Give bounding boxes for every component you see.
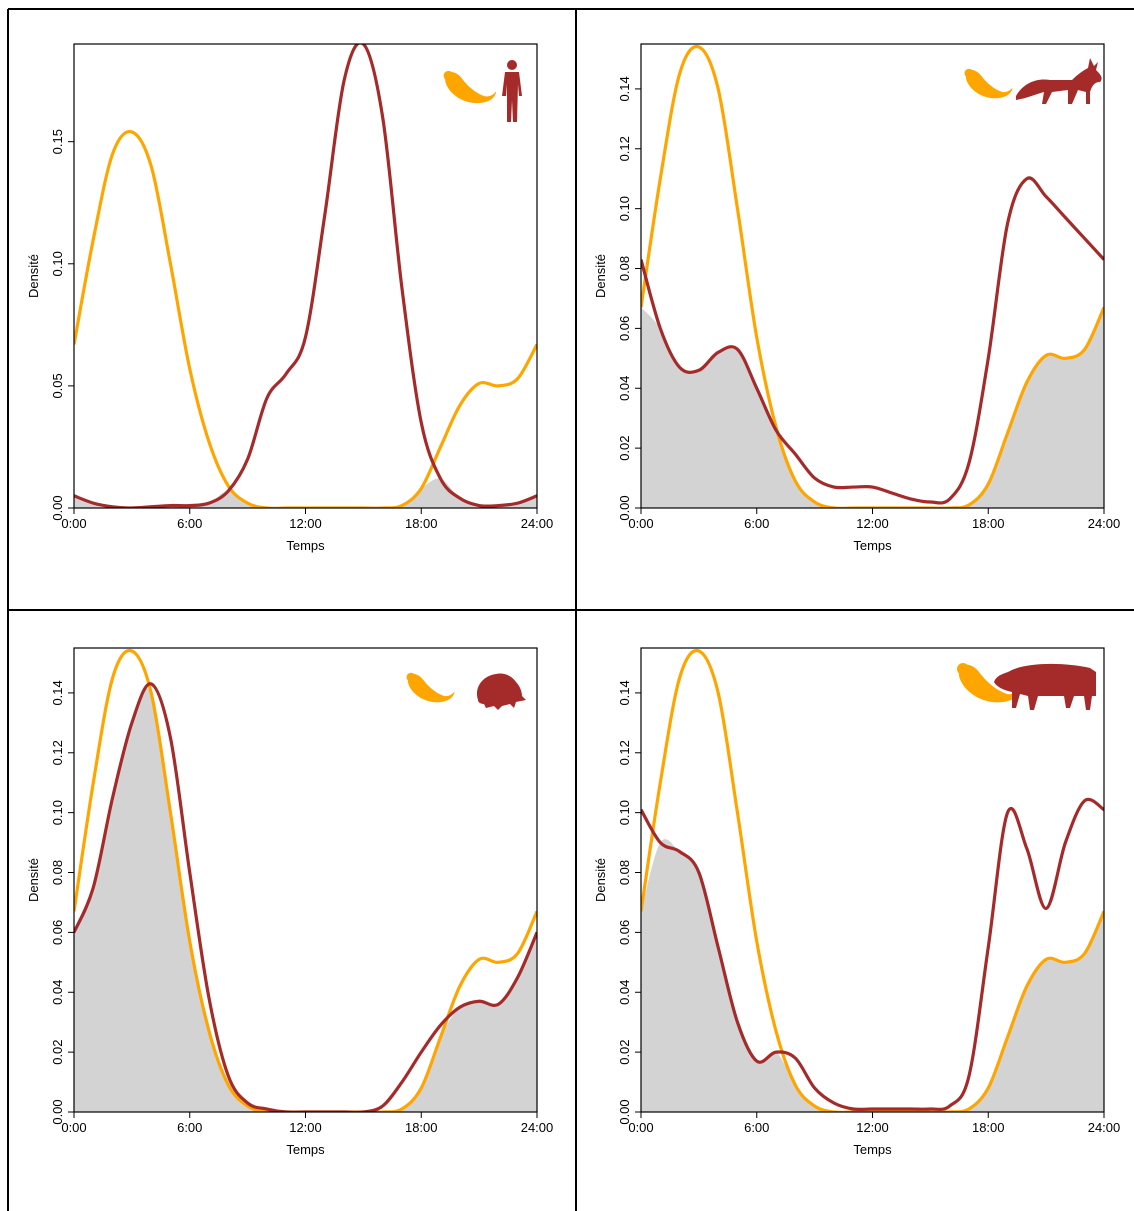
y-tick-label: 0.12: [50, 740, 65, 765]
x-tick-label: 12:00: [856, 516, 889, 531]
y-tick-label: 0.02: [50, 1039, 65, 1064]
y-tick-label: 0.06: [50, 920, 65, 945]
chart-panel-3: 0:00 6:00 12:00 18:00 24:00 0.00 0.02 0.04 0.06 0…: [26, 647, 554, 1157]
y-tick-label: 0.04: [50, 980, 65, 1005]
fox-icon: [1016, 58, 1102, 104]
y-tick-label: 0.10: [617, 196, 632, 221]
x-tick-label: 6:00: [744, 1120, 769, 1135]
y-tick-label: 0.10: [50, 251, 65, 276]
x-axis-label: Temps: [286, 538, 325, 553]
y-tick-label: 0.02: [617, 1039, 632, 1064]
y-axis-label: Densité: [26, 254, 41, 298]
y-tick-label: 0.00: [50, 495, 65, 520]
y-tick-label: 0.05: [50, 373, 65, 398]
series-line-b: [74, 44, 537, 508]
x-tick-label: 18:00: [972, 516, 1005, 531]
x-tick-label: 0:00: [61, 1120, 86, 1135]
x-tick-label: 6:00: [744, 516, 769, 531]
y-tick-label: 0.00: [617, 495, 632, 520]
y-tick-label: 0.08: [617, 256, 632, 281]
boar-icon: [994, 663, 1096, 710]
x-tick-label: 24:00: [521, 516, 554, 531]
y-tick-label: 0.10: [50, 800, 65, 825]
mongoose-icon: [406, 672, 455, 703]
x-tick-label: 0:00: [628, 516, 653, 531]
x-tick-label: 0:00: [628, 1120, 653, 1135]
x-tick-label: 6:00: [177, 516, 202, 531]
rodent-icon: [476, 673, 526, 710]
mongoose-icon: [443, 70, 497, 104]
overlap-area: [74, 478, 537, 508]
chart-panel-1: 0:00 6:00 12:00 18:00 24:00 0.00 0.05 0.10 0.15 T…: [26, 43, 553, 553]
x-tick-label: 12:00: [289, 516, 322, 531]
series-line-a: [74, 648, 537, 1112]
y-tick-label: 0.12: [617, 136, 632, 161]
y-tick-label: 0.14: [50, 680, 65, 705]
y-tick-label: 0.08: [50, 860, 65, 885]
x-tick-label: 18:00: [405, 516, 438, 531]
y-tick-label: 0.10: [617, 800, 632, 825]
y-axis-label: Densité: [26, 858, 41, 902]
x-tick-label: 24:00: [521, 1120, 554, 1135]
x-tick-label: 18:00: [972, 1120, 1005, 1135]
x-axis-label: Temps: [286, 1142, 325, 1157]
y-tick-label: 0.14: [617, 680, 632, 705]
chart-panel-2: 0:00 6:00 12:00 18:00 24:00 0.00 0.02 0.04 0.06 0…: [593, 43, 1121, 553]
y-tick-label: 0.08: [617, 860, 632, 885]
y-tick-label: 0.04: [617, 376, 632, 401]
y-tick-label: 0.04: [617, 980, 632, 1005]
x-tick-label: 18:00: [405, 1120, 438, 1135]
series-line-a: [641, 648, 1104, 1112]
y-axis-label: Densité: [593, 254, 608, 298]
y-tick-label: 0.00: [50, 1099, 65, 1124]
x-tick-label: 24:00: [1088, 516, 1121, 531]
y-tick-label: 0.02: [617, 435, 632, 460]
x-tick-label: 6:00: [177, 1120, 202, 1135]
x-axis-label: Temps: [853, 538, 892, 553]
x-axis-label: Temps: [853, 1142, 892, 1157]
x-tick-label: 24:00: [1088, 1120, 1121, 1135]
y-tick-label: 0.00: [617, 1099, 632, 1124]
y-tick-label: 0.06: [617, 920, 632, 945]
overlap-area: [74, 688, 537, 1112]
x-tick-label: 0:00: [61, 516, 86, 531]
x-tick-label: 12:00: [856, 1120, 889, 1135]
panel-frame: [7, 8, 1134, 1211]
series-line-b: [641, 176, 1104, 505]
y-tick-label: 0.06: [617, 316, 632, 341]
y-tick-label: 0.15: [50, 129, 65, 154]
human-icon: [502, 60, 522, 122]
overlap-area: [641, 307, 1104, 508]
series-line-a: [641, 44, 1104, 508]
y-tick-label: 0.12: [617, 740, 632, 765]
chart-panel-4: 0:00 6:00 12:00 18:00 24:00 0.00 0.02 0.04 0.06 0…: [593, 647, 1121, 1157]
y-tick-label: 0.14: [617, 76, 632, 101]
overlap-area: [641, 839, 1104, 1112]
mongoose-icon: [964, 68, 1013, 99]
y-axis-label: Densité: [593, 858, 608, 902]
plot-box: [73, 43, 538, 509]
series-line-a: [74, 129, 537, 508]
series-line-b: [74, 682, 537, 1112]
series-line-b: [641, 797, 1104, 1112]
x-tick-label: 12:00: [289, 1120, 322, 1135]
